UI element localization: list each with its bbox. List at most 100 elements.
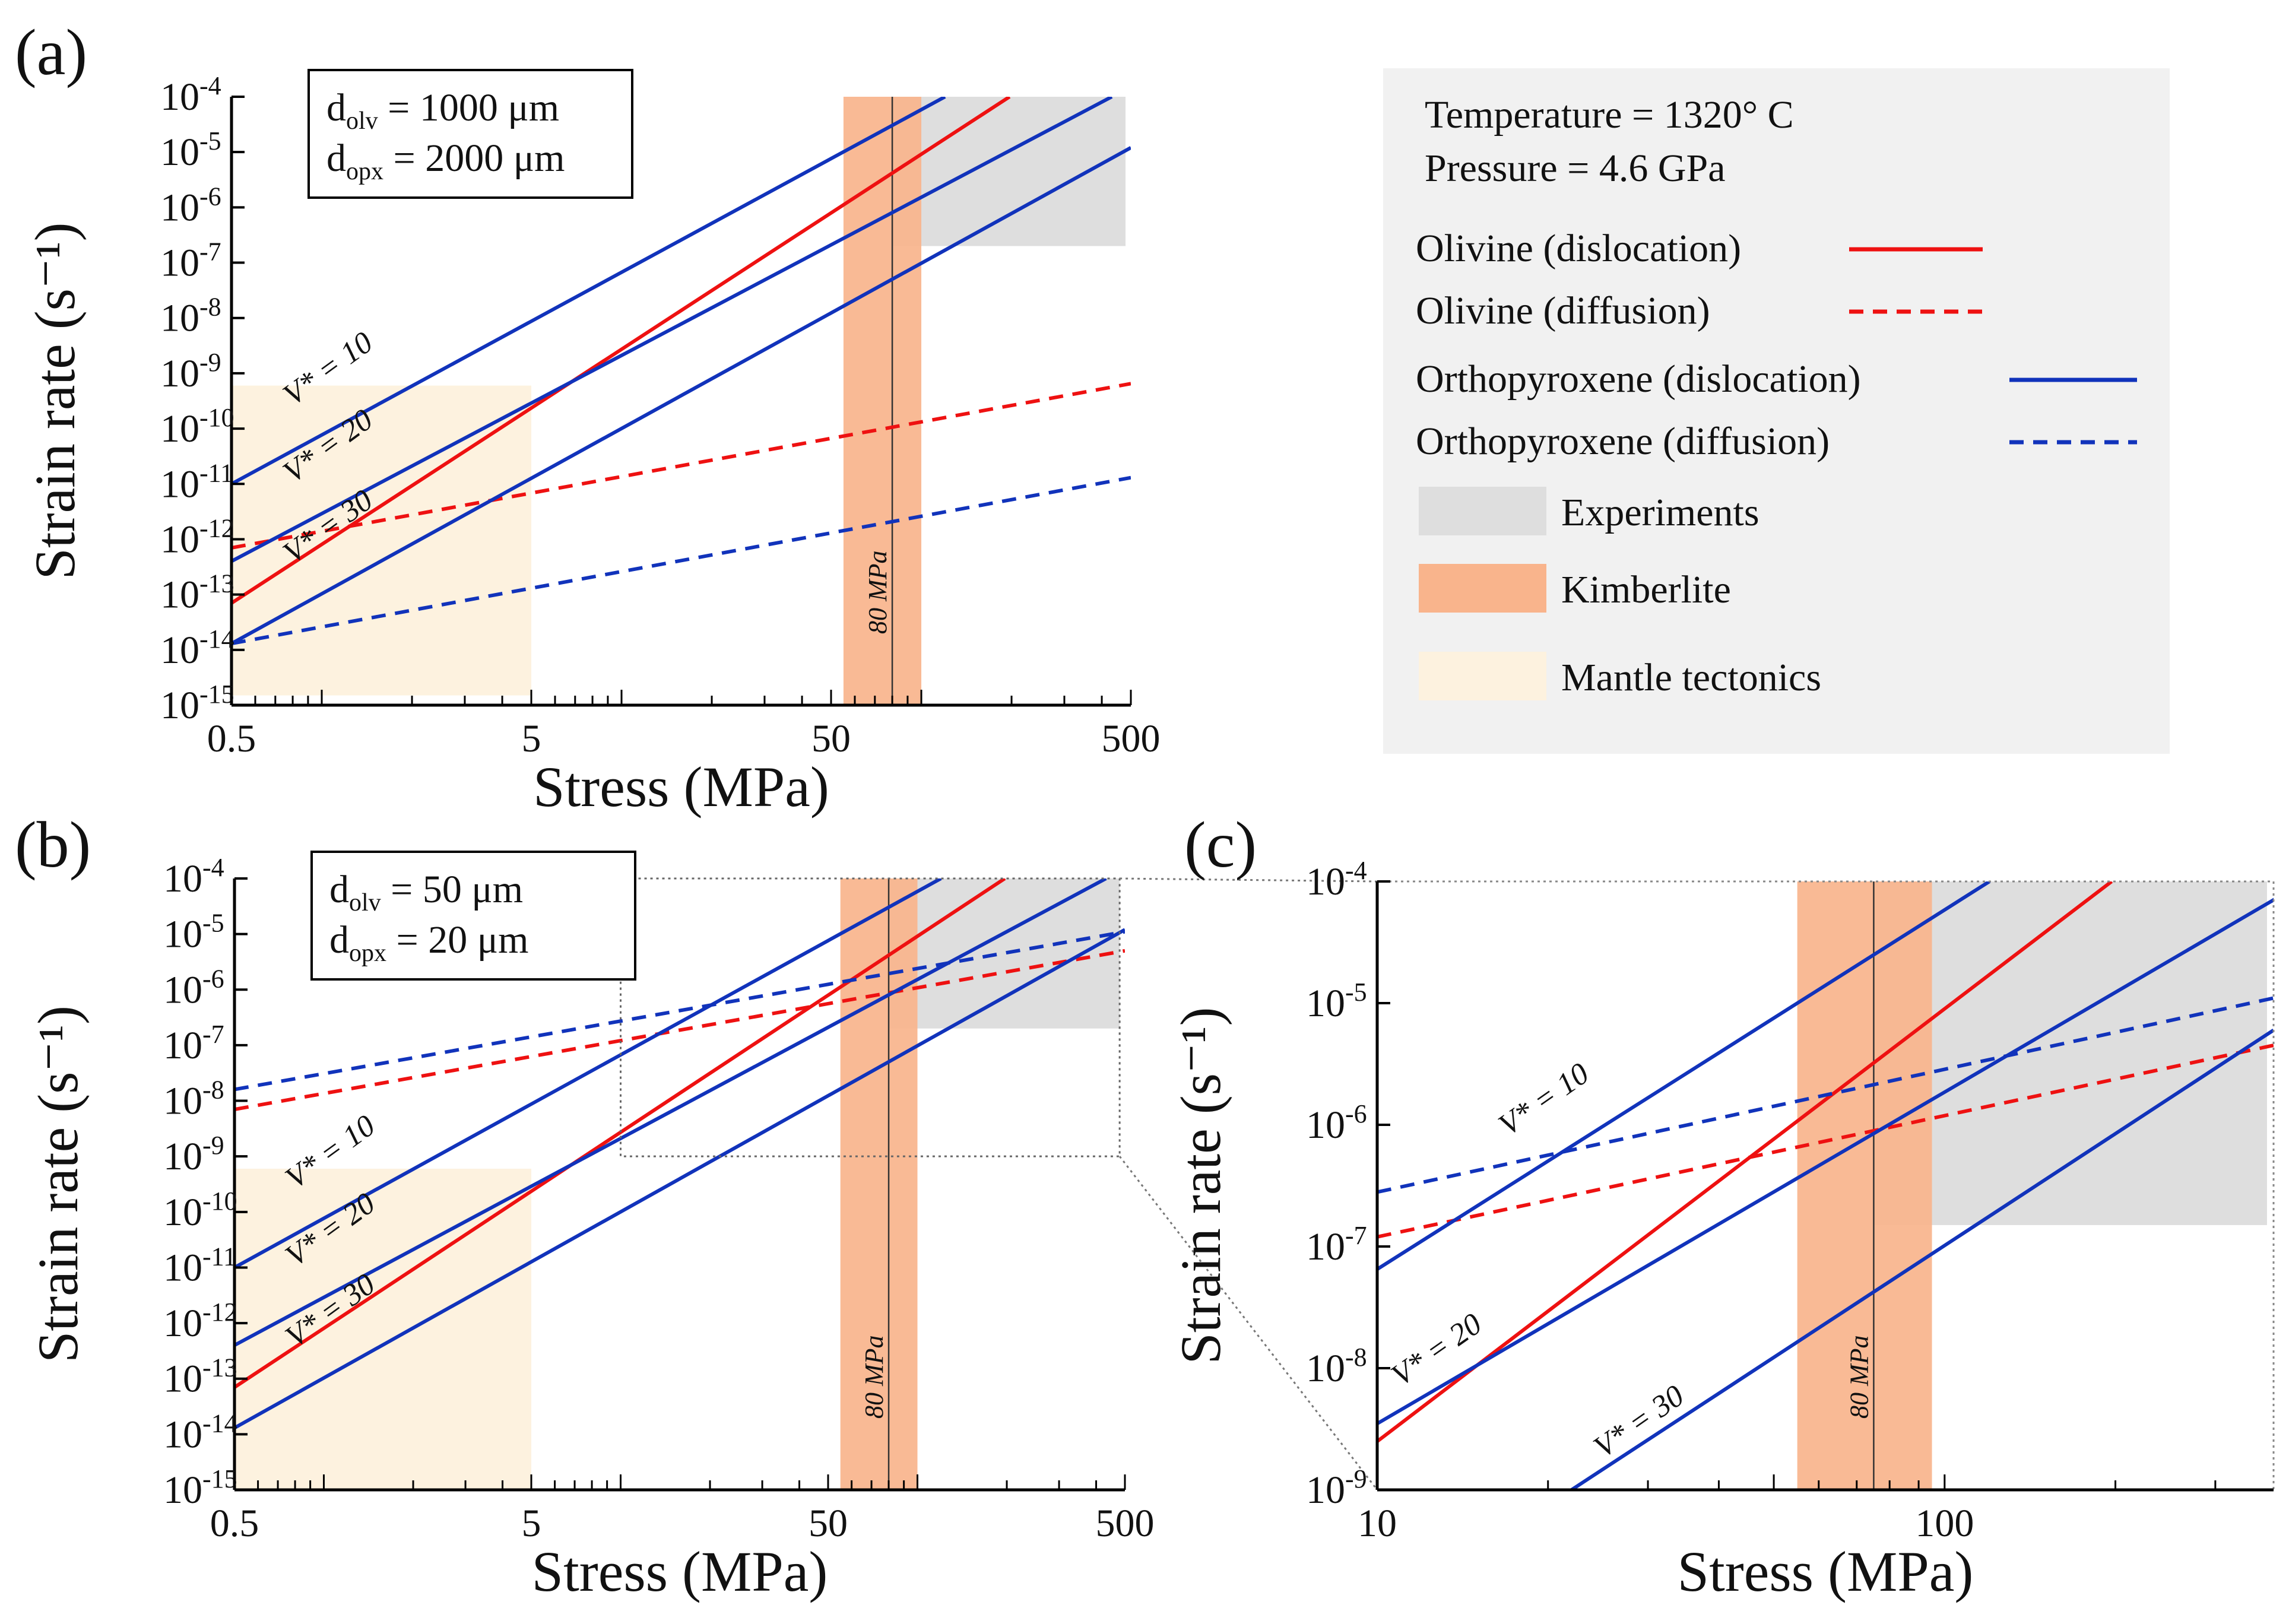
plot-area — [1377, 881, 2274, 1490]
legend-box — [1383, 68, 2170, 754]
series-line-0 — [232, 97, 1011, 605]
panel-letter: (c) — [1184, 808, 1257, 881]
y-tick-label-6: 10-10 — [160, 403, 234, 451]
marker-line-label: 80 MPa — [863, 550, 892, 634]
y-tick-label-1: 10-5 — [1306, 978, 1367, 1025]
series-line-5 — [232, 475, 1131, 646]
y-tick-label-5: 10-9 — [1306, 1464, 1367, 1512]
legend-item-label-2: Orthopyroxene (dislocation) — [1416, 357, 1861, 401]
series-line-1 — [232, 382, 1131, 550]
y-tick-label-10: 10-14 — [160, 624, 234, 672]
legend-region-label-1: Kimberlite — [1561, 568, 1731, 611]
series-line-5 — [234, 930, 1125, 1092]
y-tick-label-7: 10-11 — [160, 458, 233, 506]
legend-item-label-0: Olivine (dislocation) — [1416, 227, 1741, 270]
marker-line-label: 80 MPa — [1844, 1335, 1873, 1419]
y-tick-label-4: 10-8 — [163, 1076, 224, 1123]
y-tick-label-1: 10-5 — [160, 126, 221, 174]
y-axis-title: Strain rate (s⁻¹) — [26, 1006, 90, 1363]
y-tick-label-0: 10-4 — [160, 71, 221, 119]
legend-region-swatch-0 — [1419, 487, 1546, 535]
y-tick-label-4: 10-8 — [160, 293, 221, 340]
y-tick-label-2: 10-6 — [160, 182, 221, 229]
y-tick-label-5: 10-9 — [160, 348, 221, 395]
zoom-box — [620, 877, 1121, 1157]
series-line-0 — [234, 878, 1006, 1389]
x-axis-title: Stress (MPa) — [533, 755, 829, 819]
grain-size-box — [310, 851, 636, 981]
legend-region-swatch-1 — [1419, 564, 1546, 613]
legend-region-label-2: Mantle tectonics — [1561, 656, 1821, 699]
y-tick-label-10: 10-14 — [163, 1409, 237, 1456]
v-star-label-0: V* = 10 — [1492, 1057, 1595, 1143]
x-tick-label-1: 100 — [1915, 1502, 1974, 1545]
kimberlite-region — [1797, 881, 1932, 1490]
y-tick-label-8: 10-12 — [163, 1298, 237, 1345]
plot-area — [232, 97, 1131, 705]
series-line-4 — [234, 928, 1125, 1430]
series-line-1 — [1377, 1043, 2274, 1239]
legend-region-swatch-2 — [1419, 652, 1546, 700]
x-tick-label-0: 10 — [1358, 1502, 1397, 1545]
series-line-1 — [234, 949, 1125, 1112]
plot-area — [234, 878, 1125, 1490]
y-tick-label-3: 10-7 — [163, 1020, 224, 1067]
y-axis-title: Strain rate (s⁻¹) — [23, 223, 87, 580]
y-tick-label-1: 10-5 — [163, 909, 224, 956]
zoom-connector-bottom — [1118, 1156, 1378, 1490]
x-axis-title: Stress (MPa) — [1678, 1540, 1974, 1603]
grain-size-orthopyroxene: dopx = 20 μm — [329, 918, 528, 967]
v-star-label-1: V* = 20 — [1386, 1307, 1488, 1393]
series-line-5 — [1377, 996, 2274, 1194]
panel-letter: (b) — [15, 808, 91, 881]
y-tick-label-8: 10-12 — [160, 513, 234, 561]
y-tick-label-2: 10-6 — [163, 964, 224, 1011]
grain-size-box — [307, 69, 633, 199]
y-tick-label-9: 10-13 — [160, 569, 234, 617]
x-tick-label-1: 5 — [522, 1502, 541, 1545]
experiments-region — [1873, 881, 2267, 1225]
series-line-2 — [232, 97, 946, 486]
series-line-2 — [234, 878, 942, 1270]
y-tick-label-11: 10-15 — [163, 1464, 237, 1512]
panel-letter: (a) — [15, 16, 87, 88]
series-line-2 — [1377, 881, 1991, 1271]
mantle-tectonics-region — [232, 385, 531, 696]
x-tick-label-1: 5 — [522, 717, 541, 760]
y-tick-label-6: 10-10 — [163, 1187, 237, 1234]
x-tick-label-0: 0.5 — [207, 717, 256, 760]
x-tick-label-2: 50 — [811, 717, 851, 760]
y-tick-label-11: 10-15 — [160, 680, 234, 727]
mantle-tectonics-region — [234, 1168, 531, 1490]
grain-size-orthopyroxene: dopx = 2000 μm — [326, 137, 565, 185]
y-tick-label-2: 10-6 — [1306, 1099, 1367, 1147]
series-line-3 — [1377, 897, 2274, 1426]
y-tick-label-3: 10-7 — [1306, 1221, 1367, 1268]
series-line-3 — [232, 97, 1113, 563]
legend-item-label-3: Orthopyroxene (diffusion) — [1416, 420, 1830, 463]
zoom-connector-top — [1120, 877, 1378, 883]
series-line-4 — [232, 146, 1131, 645]
legend-item-label-1: Olivine (diffusion) — [1416, 289, 1710, 332]
y-tick-label-9: 10-13 — [163, 1353, 237, 1401]
legend-pressure: Pressure = 4.6 GPa — [1425, 147, 1726, 190]
y-tick-label-0: 10-4 — [1306, 856, 1367, 903]
y-tick-label-7: 10-11 — [163, 1242, 236, 1289]
x-tick-label-3: 500 — [1096, 1502, 1155, 1545]
y-tick-label-3: 10-7 — [160, 237, 221, 285]
x-tick-label-0: 0.5 — [210, 1502, 259, 1545]
y-tick-label-5: 10-9 — [163, 1131, 224, 1178]
grain-size-olivine: dolv = 50 μm — [329, 868, 523, 916]
series-line-0 — [1377, 881, 2113, 1443]
x-axis-title: Stress (MPa) — [532, 1540, 828, 1603]
grain-size-olivine: dolv = 1000 μm — [326, 86, 559, 135]
y-axis-title: Strain rate (s⁻¹) — [1169, 1007, 1232, 1365]
marker-line-label: 80 MPa — [860, 1335, 889, 1419]
legend-region-label-0: Experiments — [1561, 491, 1759, 534]
y-tick-label-0: 10-4 — [163, 853, 224, 900]
